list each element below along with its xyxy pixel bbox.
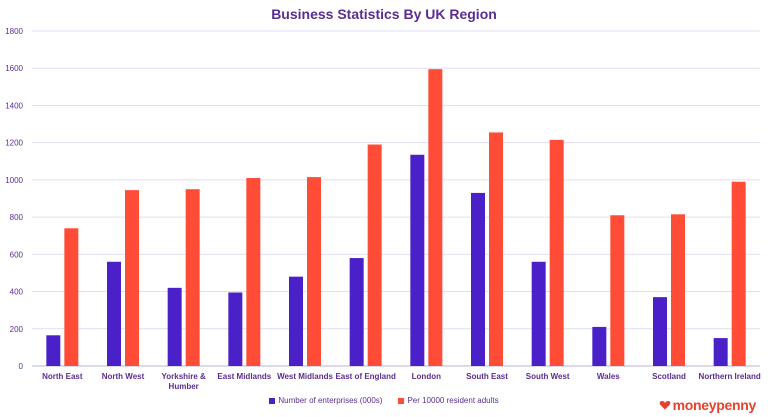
bar-enterprises — [228, 292, 243, 366]
bar-per-adults — [246, 178, 261, 366]
x-tick-label: East of England — [335, 372, 396, 381]
x-tick-label: West Midlands — [277, 372, 333, 381]
x-axis-ticks: North East North West Yorkshire & Humber Eas… — [42, 372, 761, 391]
bar-per-adults — [307, 177, 321, 366]
bar-enterprises — [653, 297, 667, 366]
y-tick-label: 1600 — [5, 64, 23, 73]
legend: Number of enterprises (000s) Per 10000 r… — [0, 396, 768, 405]
bar-enterprises — [471, 192, 485, 366]
brand-logo: moneypenny — [659, 397, 756, 413]
x-tick-label: South West — [526, 372, 570, 381]
y-tick-label: 1200 — [5, 139, 23, 148]
legend-swatch-enterprises — [269, 397, 276, 404]
bars — [46, 69, 746, 367]
bar-enterprises — [167, 287, 182, 366]
y-tick-label: 200 — [10, 325, 24, 334]
x-tick-label: East Midlands — [217, 372, 271, 381]
bar-enterprises — [592, 326, 607, 366]
bar-enterprises — [410, 154, 425, 366]
x-tick-label: Wales — [597, 372, 620, 381]
bar-per-adults — [489, 132, 503, 366]
bar-per-adults — [64, 228, 79, 366]
bar-per-adults — [731, 181, 746, 366]
legend-label-per-adults: Per 10000 resident adults — [407, 396, 499, 405]
legend-item-per-adults: Per 10000 resident adults — [398, 396, 499, 405]
y-tick-label: 1800 — [5, 27, 23, 36]
brand-name: moneypenny — [672, 397, 757, 413]
heart-icon — [659, 401, 670, 410]
gridlines — [32, 30, 760, 367]
y-tick-label: 0 — [19, 362, 24, 371]
y-tick-label: 800 — [10, 213, 24, 222]
x-tick-label: South East — [466, 372, 508, 381]
y-tick-label: 600 — [10, 250, 24, 259]
bar-enterprises — [349, 258, 364, 366]
x-tick-label: North West — [102, 372, 145, 381]
legend-label-enterprises: Number of enterprises (000s) — [278, 396, 383, 405]
bar-per-adults — [428, 69, 443, 367]
bar-enterprises — [713, 338, 728, 366]
bar-per-adults — [367, 144, 382, 366]
x-tick-label: London — [412, 372, 441, 381]
bar-per-adults — [185, 189, 200, 366]
bar-per-adults — [671, 214, 685, 366]
x-tick-label: Yorkshire & Humber — [162, 372, 207, 391]
y-tick-label: 1000 — [5, 176, 23, 185]
bar-per-adults — [125, 190, 139, 366]
bar-enterprises — [46, 335, 61, 366]
bar-enterprises — [107, 261, 121, 366]
bar-per-adults — [610, 215, 625, 366]
y-tick-label: 1400 — [5, 101, 23, 110]
legend-item-enterprises: Number of enterprises (000s) — [269, 396, 382, 405]
bar-enterprises — [289, 276, 303, 366]
bar-enterprises — [531, 261, 546, 366]
y-tick-label: 400 — [10, 288, 24, 297]
x-tick-label: North East — [42, 372, 83, 381]
x-tick-label: Scotland — [652, 372, 686, 381]
x-tick-label: Northern Ireland — [699, 372, 761, 381]
chart-title: Business Statistics By UK Region — [271, 6, 497, 22]
legend-swatch-per-adults — [398, 397, 405, 404]
y-axis-ticks: 0 200 400 600 800 1000 1200 1400 1600 1800 — [5, 27, 23, 371]
bar-per-adults — [549, 139, 564, 366]
